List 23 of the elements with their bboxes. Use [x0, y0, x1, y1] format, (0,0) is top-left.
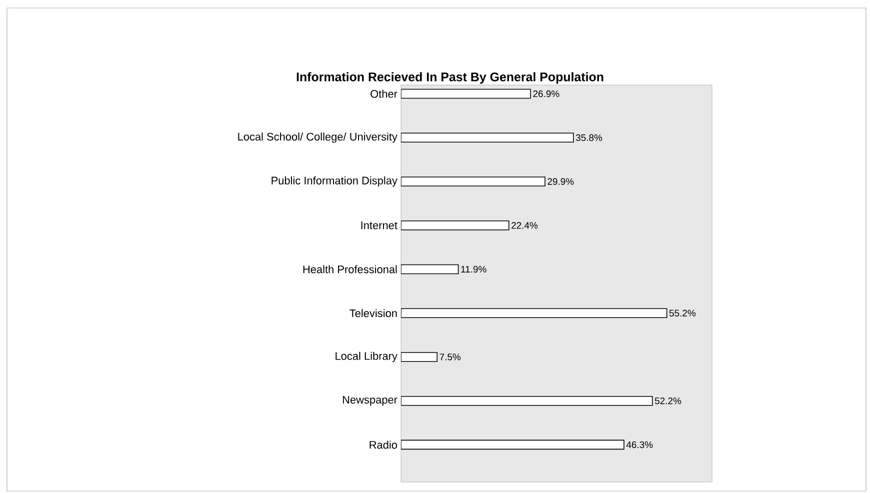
y-tick-label: Other	[370, 90, 398, 98]
bar	[401, 88, 531, 99]
y-tick-label: Public Information Display	[272, 176, 398, 187]
y-tick-label: Television	[350, 309, 397, 318]
data-label: 11.9%	[461, 266, 486, 273]
y-tick-label: Newspaper	[342, 396, 398, 406]
bar	[401, 264, 459, 274]
data-label: 55.2%	[669, 310, 696, 316]
chart-title: Information Recieved In Past By General Population	[296, 72, 604, 84]
y-tick-label: Radio	[370, 440, 398, 449]
data-label: 26.9%	[533, 90, 560, 98]
bar	[401, 396, 653, 406]
y-tick-label: Health Professional	[303, 265, 397, 274]
data-label: 35.8%	[576, 134, 602, 141]
y-tick-label: Local School/ College/ University	[238, 132, 398, 143]
bar	[401, 440, 624, 450]
data-label: 7.5%	[440, 354, 461, 360]
data-label: 46.3%	[626, 441, 653, 448]
data-label: 29.9%	[548, 178, 574, 185]
y-tick-label: Local Library	[336, 352, 398, 362]
data-label: 22.4%	[512, 222, 538, 229]
y-tick-label: Internet	[361, 222, 398, 230]
data-label: 52.2%	[654, 397, 682, 404]
